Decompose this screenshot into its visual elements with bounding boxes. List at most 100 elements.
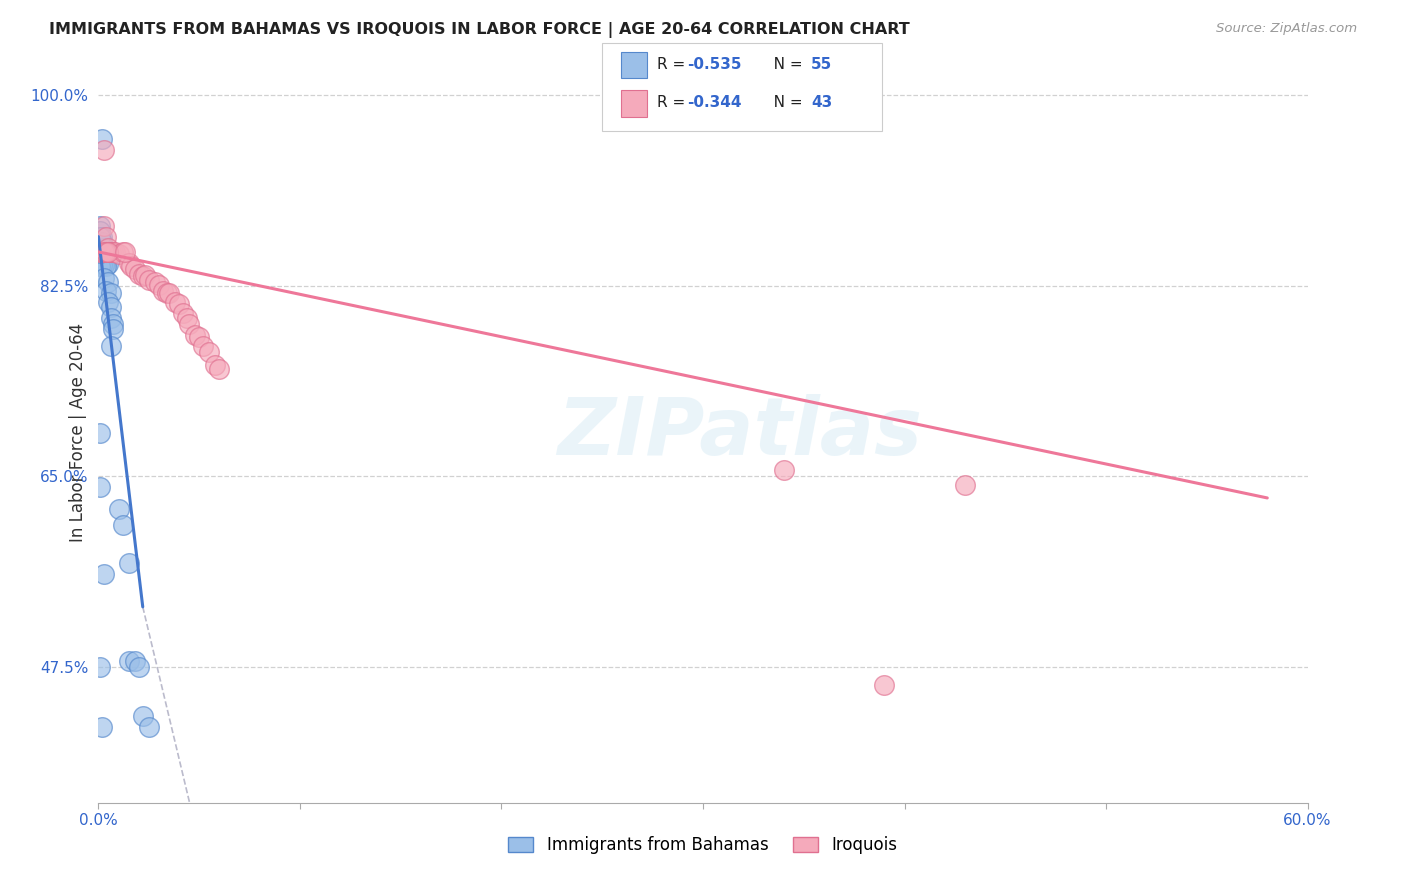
Point xyxy=(97,295,120,310)
Point xyxy=(91,254,114,268)
Text: 43: 43 xyxy=(811,95,832,110)
Point xyxy=(107,501,129,516)
Point xyxy=(132,708,155,723)
Point xyxy=(100,286,122,301)
Point xyxy=(93,250,115,264)
Text: IMMIGRANTS FROM BAHAMAS VS IROQUOIS IN LABOR FORCE | AGE 20-64 CORRELATION CHART: IMMIGRANTS FROM BAHAMAS VS IROQUOIS IN L… xyxy=(49,22,910,38)
Point xyxy=(93,258,115,272)
Point xyxy=(184,327,207,342)
Text: R =: R = xyxy=(657,57,690,72)
Point xyxy=(91,720,114,734)
Point xyxy=(96,249,118,263)
Point xyxy=(208,362,231,376)
Y-axis label: In Labor Force | Age 20-64: In Labor Force | Age 20-64 xyxy=(69,323,87,542)
Point xyxy=(118,654,141,668)
Point xyxy=(101,322,124,336)
Point xyxy=(91,235,114,249)
Point xyxy=(96,254,118,268)
Point xyxy=(204,358,226,372)
Point xyxy=(163,295,186,310)
Point xyxy=(134,268,156,282)
Point xyxy=(89,480,111,494)
Point xyxy=(89,259,111,273)
Point xyxy=(172,306,194,320)
Point xyxy=(91,248,114,262)
Point xyxy=(93,244,115,259)
Point xyxy=(188,330,211,344)
Point xyxy=(132,268,155,283)
Point xyxy=(93,271,115,285)
Point xyxy=(128,267,150,281)
Point xyxy=(96,244,118,259)
Point xyxy=(93,252,115,266)
Point xyxy=(107,247,129,261)
Point xyxy=(96,252,118,266)
Point xyxy=(101,317,124,331)
Point xyxy=(96,259,118,273)
Point xyxy=(176,311,198,326)
Point xyxy=(91,244,114,259)
Point xyxy=(93,241,115,255)
Point xyxy=(143,276,166,290)
Point xyxy=(97,244,120,259)
Point xyxy=(152,284,174,298)
Point xyxy=(93,219,115,233)
Point xyxy=(156,286,179,301)
Legend: Immigrants from Bahamas, Iroquois: Immigrants from Bahamas, Iroquois xyxy=(502,830,904,861)
Point xyxy=(93,567,115,582)
Point xyxy=(91,250,114,264)
Point xyxy=(198,345,221,359)
Point xyxy=(100,244,122,259)
Point xyxy=(97,257,120,271)
Point xyxy=(91,229,114,244)
Point xyxy=(91,247,114,261)
Point xyxy=(89,229,111,244)
Point xyxy=(89,246,111,260)
Point xyxy=(138,273,160,287)
Point xyxy=(124,654,146,668)
Point xyxy=(97,249,120,263)
Point xyxy=(772,463,794,477)
Text: R =: R = xyxy=(657,95,690,110)
Point xyxy=(89,659,111,673)
Point xyxy=(89,224,111,238)
Point xyxy=(91,258,114,272)
Text: N =: N = xyxy=(759,57,807,72)
Text: ZIPatlas: ZIPatlas xyxy=(557,393,922,472)
Point xyxy=(89,219,111,233)
Point xyxy=(118,256,141,270)
Point xyxy=(138,720,160,734)
Point xyxy=(118,556,141,570)
Point xyxy=(89,244,111,259)
Point xyxy=(91,243,114,257)
Point xyxy=(93,143,115,157)
Point xyxy=(91,252,114,267)
Point xyxy=(97,244,120,259)
Point xyxy=(111,518,134,533)
Point xyxy=(93,244,115,259)
Point xyxy=(97,276,120,290)
Point xyxy=(93,248,115,262)
Point xyxy=(93,244,115,258)
Point xyxy=(128,659,150,673)
Point xyxy=(111,244,134,259)
Point xyxy=(193,338,215,352)
Text: N =: N = xyxy=(759,95,807,110)
Point xyxy=(103,244,125,259)
Point xyxy=(96,284,118,298)
Point xyxy=(873,678,896,692)
Point xyxy=(148,277,170,292)
Point xyxy=(100,338,122,352)
Point xyxy=(167,297,190,311)
Point xyxy=(96,244,118,259)
Point xyxy=(100,311,122,326)
Point xyxy=(91,131,114,145)
Text: 55: 55 xyxy=(811,57,832,72)
Point xyxy=(100,301,122,315)
Point xyxy=(96,244,118,259)
Point xyxy=(93,253,115,268)
Point xyxy=(120,259,142,273)
Point xyxy=(124,262,146,277)
Text: -0.535: -0.535 xyxy=(688,57,742,72)
Point xyxy=(89,425,111,440)
